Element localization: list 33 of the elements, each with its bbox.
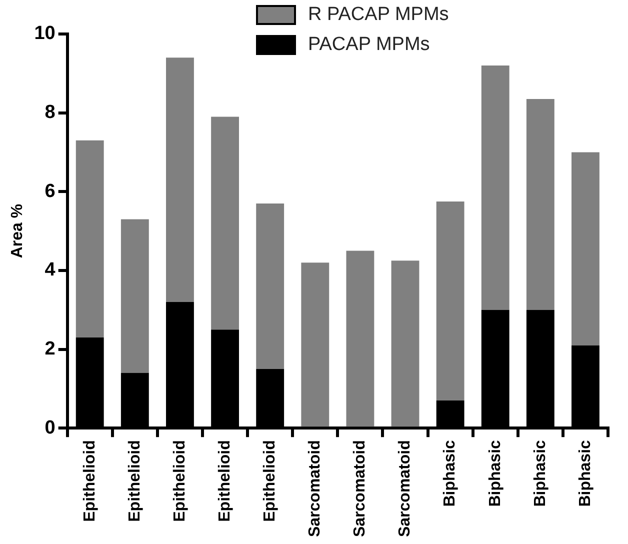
- x-tick-label: Biphasic: [532, 440, 549, 507]
- bar: [481, 66, 510, 310]
- bar: [120, 219, 149, 373]
- bar: [166, 58, 194, 302]
- bar: [436, 201, 464, 400]
- x-tick-label: Epithelioid: [171, 440, 188, 522]
- y-tick-label: 6: [44, 180, 56, 202]
- y-tick-label: 0: [44, 417, 56, 438]
- x-tick-label: Sarcomatoid: [306, 440, 324, 538]
- x-tick-label: Epithelioid: [81, 440, 98, 522]
- x-tick-label: Biphasic: [442, 440, 459, 507]
- bar: [346, 250, 374, 427]
- bar: [526, 99, 554, 310]
- y-axis-title: Area %: [9, 204, 26, 258]
- bar: [572, 152, 600, 346]
- bar: [211, 116, 239, 330]
- x-tick-label: Epithelioid: [126, 440, 144, 522]
- x-tick-label: Epithelioid: [216, 440, 234, 522]
- x-tick-label: Epithelioid: [261, 440, 278, 522]
- bar: [301, 262, 330, 427]
- bar: [391, 260, 420, 427]
- x-tick-label: Sarcomatoid: [352, 440, 369, 538]
- x-tick-label: Sarcomatoid: [396, 440, 414, 538]
- legend-label: PACAP MPMs: [308, 34, 430, 56]
- x-tick-label: Biphasic: [576, 440, 594, 507]
- y-tick-label: 8: [44, 102, 56, 124]
- x-tick-label: Biphasic: [486, 440, 504, 507]
- bar: [76, 140, 104, 338]
- y-tick-label: 2: [44, 338, 56, 360]
- y-tick-label: 4: [44, 260, 56, 281]
- y-tick-label: 10: [34, 23, 56, 44]
- bar: [256, 203, 284, 369]
- legend-label: R PACAP MPMs: [308, 4, 449, 26]
